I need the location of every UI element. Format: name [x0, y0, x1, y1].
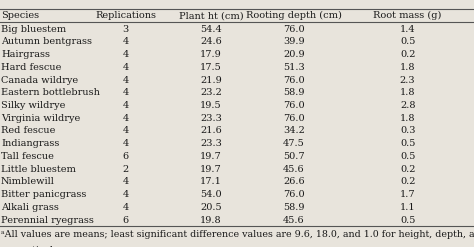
Text: 76.0: 76.0 [283, 101, 305, 110]
Text: 0.5: 0.5 [400, 215, 415, 225]
Text: 76.0: 76.0 [283, 25, 305, 34]
Text: Tall fescue: Tall fescue [1, 152, 54, 161]
Text: 0.2: 0.2 [400, 50, 415, 59]
Text: 0.5: 0.5 [400, 139, 415, 148]
Text: Root mass (g): Root mass (g) [374, 11, 442, 20]
Text: 23.3: 23.3 [200, 114, 222, 123]
Text: 47.5: 47.5 [283, 139, 305, 148]
Text: 39.9: 39.9 [283, 38, 305, 46]
Text: 1.7: 1.7 [400, 190, 415, 199]
Text: Alkali grass: Alkali grass [1, 203, 59, 212]
Text: Hard fescue: Hard fescue [1, 63, 61, 72]
Text: Perennial ryegrass: Perennial ryegrass [1, 215, 94, 225]
Text: 2: 2 [122, 165, 129, 174]
Text: 0.2: 0.2 [400, 165, 415, 174]
Text: 0.5: 0.5 [400, 38, 415, 46]
Text: Rooting depth (cm): Rooting depth (cm) [246, 11, 342, 20]
Text: Big bluestem: Big bluestem [1, 25, 66, 34]
Text: 23.3: 23.3 [200, 139, 222, 148]
Text: 20.9: 20.9 [283, 50, 305, 59]
Text: Species: Species [1, 11, 39, 20]
Text: 19.7: 19.7 [200, 165, 222, 174]
Text: 0.5: 0.5 [400, 152, 415, 161]
Text: 26.6: 26.6 [283, 177, 305, 186]
Text: 6: 6 [123, 215, 128, 225]
Text: 1.4: 1.4 [400, 25, 415, 34]
Text: 54.4: 54.4 [200, 25, 222, 34]
Text: Little bluestem: Little bluestem [1, 165, 76, 174]
Text: 4: 4 [122, 177, 129, 186]
Text: 45.6: 45.6 [283, 165, 305, 174]
Text: 17.9: 17.9 [200, 50, 222, 59]
Text: Red fescue: Red fescue [1, 126, 55, 135]
Text: Silky wildrye: Silky wildrye [1, 101, 65, 110]
Text: 4: 4 [122, 126, 129, 135]
Text: 2.3: 2.3 [400, 76, 415, 84]
Text: 4: 4 [122, 114, 129, 123]
Text: Virginia wildrye: Virginia wildrye [1, 114, 80, 123]
Text: 1.8: 1.8 [400, 114, 415, 123]
Text: 58.9: 58.9 [283, 88, 305, 97]
Text: 19.5: 19.5 [200, 101, 222, 110]
Text: 24.6: 24.6 [200, 38, 222, 46]
Text: 4: 4 [122, 63, 129, 72]
Text: 2.8: 2.8 [400, 101, 415, 110]
Text: 45.6: 45.6 [283, 215, 305, 225]
Text: 21.6: 21.6 [200, 126, 222, 135]
Text: 17.5: 17.5 [200, 63, 222, 72]
Text: 54.0: 54.0 [200, 190, 222, 199]
Text: 76.0: 76.0 [283, 76, 305, 84]
Text: 4: 4 [122, 88, 129, 97]
Text: 4: 4 [122, 76, 129, 84]
Text: 4: 4 [122, 139, 129, 148]
Text: 4: 4 [122, 38, 129, 46]
Text: 50.7: 50.7 [283, 152, 305, 161]
Text: Eastern bottlebrush: Eastern bottlebrush [1, 88, 100, 97]
Text: Canada wildrye: Canada wildrye [1, 76, 78, 84]
Text: Plant ht (cm): Plant ht (cm) [179, 11, 243, 20]
Text: Replications: Replications [95, 11, 156, 20]
Text: 76.0: 76.0 [283, 190, 305, 199]
Text: Bitter panicgrass: Bitter panicgrass [1, 190, 86, 199]
Text: 3: 3 [122, 25, 129, 34]
Text: 51.3: 51.3 [283, 63, 305, 72]
Text: Indiangrass: Indiangrass [1, 139, 59, 148]
Text: 0.3: 0.3 [400, 126, 415, 135]
Text: 1.1: 1.1 [400, 203, 415, 212]
Text: 1.8: 1.8 [400, 88, 415, 97]
Text: 4: 4 [122, 190, 129, 199]
Text: 76.0: 76.0 [283, 114, 305, 123]
Text: 34.2: 34.2 [283, 126, 305, 135]
Text: 1.8: 1.8 [400, 63, 415, 72]
Text: respectively.: respectively. [1, 246, 61, 247]
Text: 0.2: 0.2 [400, 177, 415, 186]
Text: 6: 6 [123, 152, 128, 161]
Text: 4: 4 [122, 203, 129, 212]
Text: 19.8: 19.8 [200, 215, 222, 225]
Text: 21.9: 21.9 [200, 76, 222, 84]
Text: 23.2: 23.2 [200, 88, 222, 97]
Text: 58.9: 58.9 [283, 203, 305, 212]
Text: 4: 4 [122, 50, 129, 59]
Text: ᵃAll values are means; least significant difference values are 9.6, 18.0, and 1.: ᵃAll values are means; least significant… [1, 230, 474, 239]
Text: 19.7: 19.7 [200, 152, 222, 161]
Text: Hairgrass: Hairgrass [1, 50, 50, 59]
Text: 20.5: 20.5 [200, 203, 222, 212]
Text: 17.1: 17.1 [200, 177, 222, 186]
Text: Nimblewill: Nimblewill [1, 177, 55, 186]
Text: 4: 4 [122, 101, 129, 110]
Text: Autumn bentgrass: Autumn bentgrass [1, 38, 92, 46]
